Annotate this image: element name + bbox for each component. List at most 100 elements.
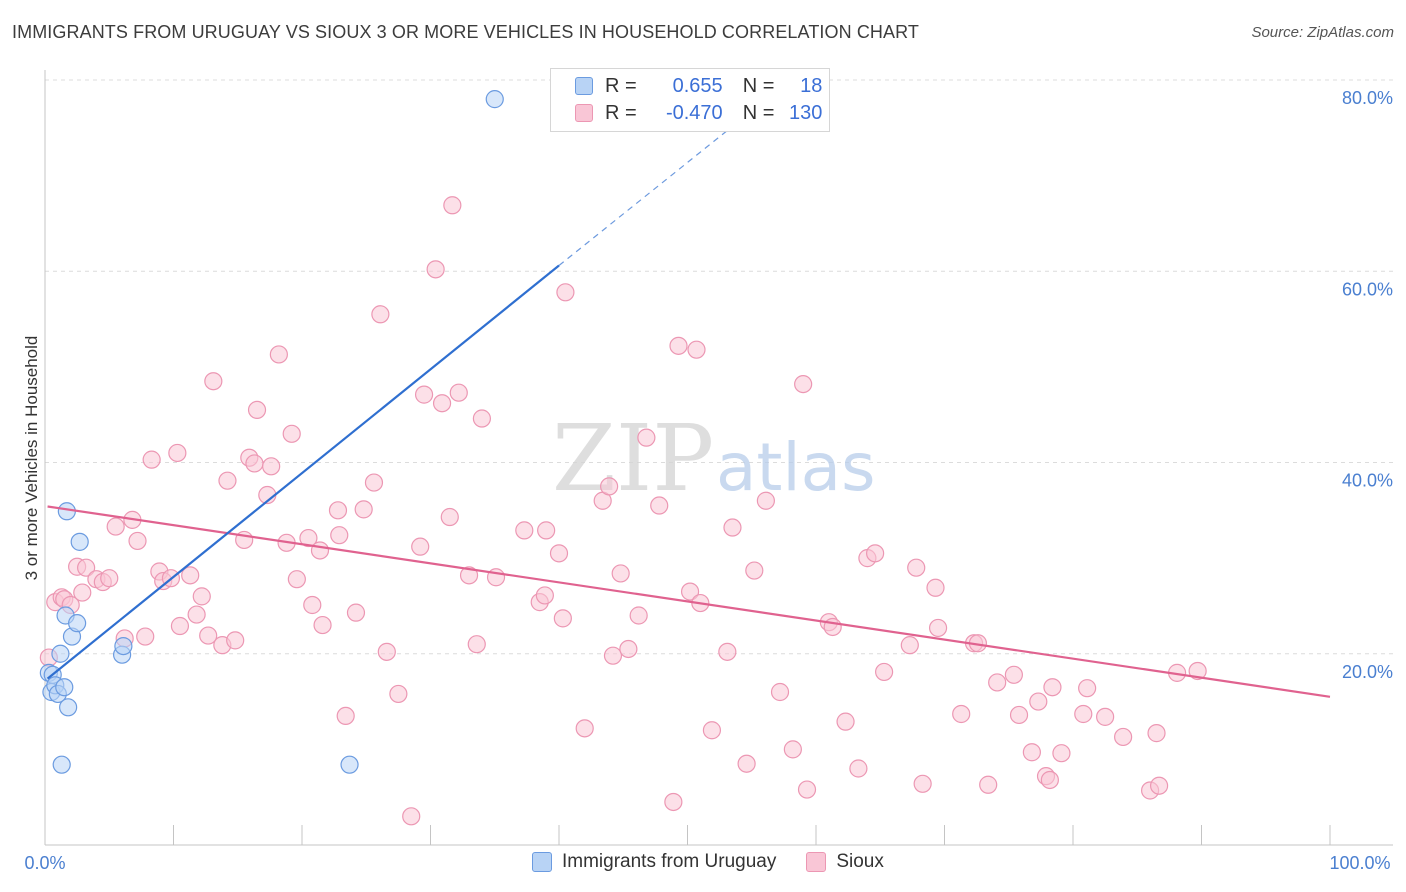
sioux-point bbox=[535, 586, 554, 605]
uruguay-series bbox=[39, 90, 504, 774]
sioux-point bbox=[299, 528, 318, 548]
sioux-point bbox=[619, 639, 638, 659]
sioux-point bbox=[426, 260, 445, 279]
tick-labels: 20.0% 40.0% 60.0% 80.0% 0.0% 100.0% bbox=[24, 88, 1393, 873]
sioux-point bbox=[756, 491, 775, 510]
sioux-point bbox=[664, 792, 683, 812]
sioux-point bbox=[411, 537, 430, 556]
sioux-point bbox=[797, 780, 817, 799]
sioux-point bbox=[269, 345, 288, 364]
sioux-point bbox=[218, 471, 237, 490]
sioux-point bbox=[364, 473, 384, 492]
sioux-point bbox=[1188, 661, 1207, 681]
sioux-point bbox=[371, 305, 390, 324]
chart-title: IMMIGRANTS FROM URUGUAY VS SIOUX 3 OR MO… bbox=[12, 22, 919, 42]
sioux-point bbox=[467, 635, 486, 654]
sioux-point bbox=[866, 544, 885, 563]
watermark-zip: ZIP bbox=[552, 405, 714, 512]
sioux-point bbox=[106, 517, 125, 536]
legend-n-label: N = bbox=[742, 74, 775, 97]
sioux-point bbox=[783, 740, 802, 759]
sioux-point bbox=[1052, 744, 1071, 763]
sioux-point bbox=[926, 578, 945, 597]
uruguay-legend-label: Immigrants from Uruguay bbox=[562, 851, 777, 872]
sioux-point bbox=[204, 372, 223, 391]
sioux-point bbox=[515, 521, 534, 540]
sioux-legend-label: Sioux bbox=[836, 851, 884, 872]
sioux-point bbox=[556, 283, 575, 302]
sioux-point bbox=[770, 682, 790, 702]
sioux-point bbox=[1040, 770, 1059, 790]
sioux-point bbox=[1029, 692, 1048, 711]
sioux-point bbox=[136, 627, 155, 646]
sioux-point bbox=[702, 721, 722, 740]
uruguay-point bbox=[68, 614, 87, 633]
sioux-point bbox=[928, 618, 948, 638]
sioux-point bbox=[745, 561, 764, 580]
sioux-point bbox=[245, 454, 264, 473]
sioux-point bbox=[952, 704, 971, 724]
sioux-point bbox=[432, 394, 452, 413]
sioux-point bbox=[192, 587, 211, 606]
sioux-point bbox=[181, 566, 200, 585]
sioux-point bbox=[669, 336, 688, 355]
sioux-point bbox=[1114, 727, 1133, 747]
sioux-point bbox=[1004, 665, 1023, 684]
sioux-point bbox=[354, 500, 373, 519]
sioux-point bbox=[988, 673, 1007, 692]
sioux-point bbox=[440, 507, 459, 527]
sioux-point bbox=[443, 196, 462, 215]
sioux-point bbox=[402, 807, 421, 826]
y-tick-label: 40.0% bbox=[1342, 471, 1393, 491]
sioux-point bbox=[687, 340, 706, 359]
sioux-point bbox=[794, 374, 813, 394]
sioux-point bbox=[723, 518, 742, 537]
uruguay-point bbox=[485, 90, 504, 109]
sioux-point bbox=[637, 428, 656, 447]
sioux-point bbox=[199, 626, 218, 645]
y-tick-label: 60.0% bbox=[1342, 279, 1393, 299]
legend-r-value: -0.470 bbox=[665, 101, 723, 124]
watermark-atlas: atlas bbox=[716, 429, 876, 506]
uruguay-point bbox=[114, 636, 133, 656]
sioux-point bbox=[328, 501, 348, 520]
sioux-point bbox=[377, 642, 396, 661]
uruguay-swatch bbox=[575, 77, 593, 95]
y-tick-label: 20.0% bbox=[1342, 662, 1393, 682]
sioux-point bbox=[650, 496, 669, 515]
sioux-point bbox=[1074, 704, 1093, 724]
sioux-point bbox=[226, 631, 245, 650]
sioux-point bbox=[1022, 743, 1041, 762]
sioux-point bbox=[73, 583, 92, 602]
legend-r-label: R = bbox=[605, 74, 637, 97]
sioux-point bbox=[1009, 705, 1029, 725]
axis-layer bbox=[44, 70, 1393, 846]
uruguay-point bbox=[59, 698, 78, 717]
sioux-point bbox=[77, 558, 96, 577]
legend-n-label: N = bbox=[742, 101, 775, 124]
uruguay-point bbox=[340, 755, 359, 774]
sioux-point bbox=[680, 582, 700, 601]
legend-n-value: 130 bbox=[789, 101, 823, 124]
series-legend: Immigrants from Uruguay Sioux bbox=[532, 851, 884, 873]
sioux-point bbox=[459, 566, 479, 585]
grid-layer bbox=[45, 79, 1393, 655]
sioux-point bbox=[414, 385, 434, 404]
sioux-point bbox=[718, 642, 737, 661]
sioux-legend-swatch bbox=[806, 852, 827, 872]
sioux-point bbox=[1147, 724, 1166, 743]
uruguay-point bbox=[51, 644, 70, 663]
sioux-point bbox=[303, 595, 322, 615]
y-axis-label: 3 or more Vehicles in Household bbox=[22, 336, 41, 581]
sioux-point bbox=[187, 605, 206, 624]
legend-row-sioux: R = -0.470 N = 130 bbox=[551, 99, 822, 127]
sioux-point bbox=[287, 570, 306, 589]
trend-lines bbox=[46, 79, 1331, 698]
sioux-point bbox=[907, 558, 926, 577]
legend-r-value: 0.655 bbox=[672, 74, 723, 97]
sioux-point bbox=[900, 636, 919, 655]
sioux-point bbox=[611, 564, 630, 583]
legend-row-uruguay: R = 0.655 N = 18 bbox=[551, 72, 822, 100]
sioux-point bbox=[849, 759, 868, 778]
